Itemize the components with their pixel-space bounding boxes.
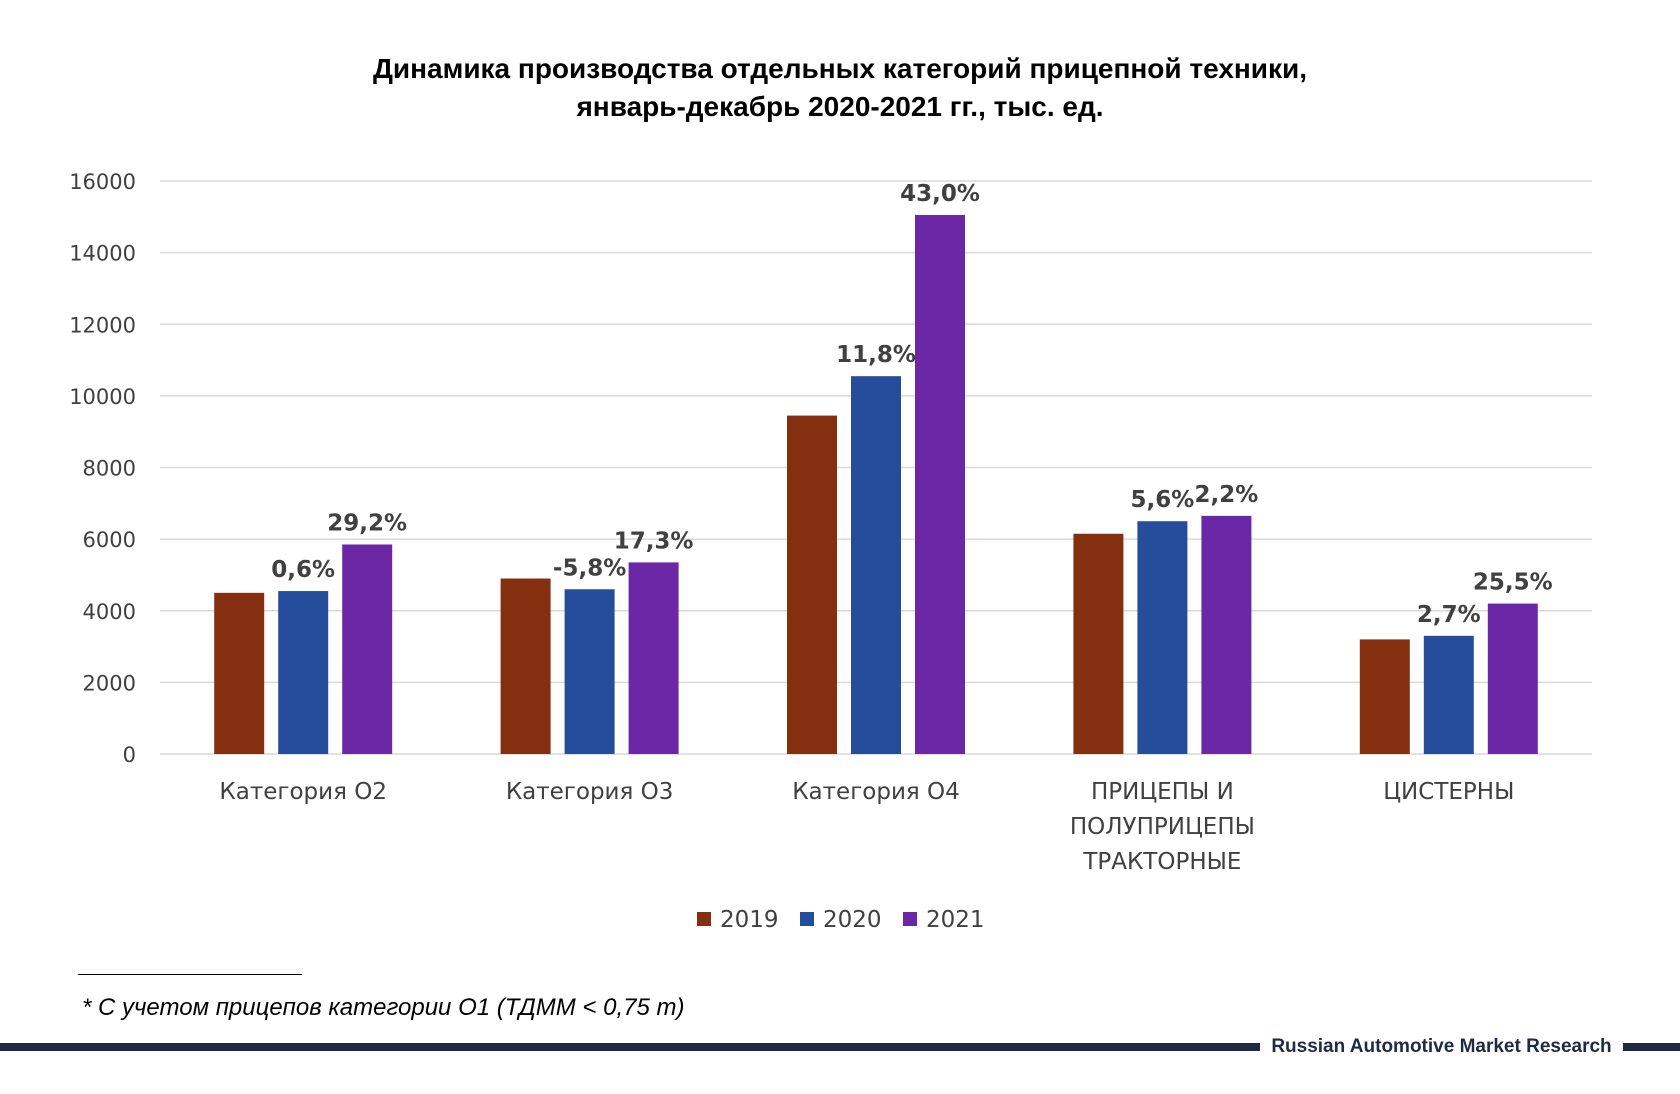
- category-label: ТРАКТОРНЫЕ: [1082, 849, 1241, 875]
- data-label: 0,6%: [271, 557, 335, 583]
- data-label: 5,6%: [1131, 487, 1195, 513]
- y-tick-label: 8000: [83, 457, 136, 481]
- data-labels: 0,6% 29,2% -5,8%17,3% 11,8% 43,0% 5,6% 2,2% 2,7…: [271, 181, 1552, 628]
- category-label: ПОЛУПРИЦЕПЫ: [1070, 814, 1255, 840]
- x-axis-categories: Категория О2 Категория О3 Категория О4 ПРИЦ…: [219, 779, 1514, 875]
- footnote: * С учетом прицепов категории О1 (ТДММ <…: [82, 994, 685, 1021]
- bar-2021: [915, 215, 965, 755]
- y-tick-label: 0: [123, 743, 136, 767]
- bar-2020: [564, 589, 615, 754]
- legend-label: 2021: [926, 907, 985, 933]
- bar-chart: 0 2000 4000 6000 8000 10000 12000 14000 16000 0,…: [69, 170, 1592, 933]
- bar-2020: [278, 591, 329, 754]
- y-tick-label: 4000: [83, 600, 136, 624]
- y-tick-label: 6000: [83, 528, 136, 552]
- bar-2021: [342, 544, 393, 754]
- bar-2020: [851, 376, 901, 754]
- bar-2020: [1423, 635, 1474, 754]
- data-label: 2,7%: [1417, 602, 1481, 628]
- category-label: ЦИСТЕРНЫ: [1383, 779, 1514, 805]
- bar-2019: [500, 578, 551, 754]
- bars: [214, 215, 1538, 755]
- legend-label: 2019: [720, 907, 779, 933]
- y-tick-label: 10000: [69, 385, 136, 409]
- bar-2021: [1487, 603, 1538, 754]
- chart-title-line-1: Динамика производства отдельных категори…: [372, 53, 1308, 84]
- bar-2019: [214, 592, 265, 754]
- data-label: -5,8%: [553, 555, 626, 581]
- footer-bar-right: [1623, 1043, 1680, 1051]
- bar-2019: [787, 415, 837, 754]
- footnote-divider: [78, 974, 302, 975]
- bar-2020: [1137, 521, 1188, 754]
- bar-2019: [1359, 639, 1410, 754]
- bar-2021: [628, 562, 679, 754]
- data-label: 29,2%: [327, 510, 407, 536]
- category-label: Категория О2: [219, 779, 387, 805]
- legend-swatch: [697, 912, 711, 926]
- category-label: Категория О3: [506, 779, 674, 805]
- footer-bar-left: [0, 1043, 1260, 1051]
- data-label: 43,0%: [900, 181, 980, 207]
- data-label: 11,8%: [836, 342, 916, 368]
- category-label: Категория О4: [792, 779, 960, 805]
- y-axis-ticks: 0 2000 4000 6000 8000 10000 12000 14000 16000: [69, 170, 136, 767]
- bar-2019: [1073, 533, 1124, 754]
- footer-brand: Russian Automotive Market Research: [1271, 1036, 1612, 1057]
- category-label: ПРИЦЕПЫ И: [1091, 779, 1234, 805]
- data-label: 2,2%: [1195, 482, 1259, 508]
- data-label: 17,3%: [614, 528, 694, 554]
- legend-swatch: [903, 912, 917, 926]
- data-label: 25,5%: [1473, 570, 1553, 596]
- legend-swatch: [800, 912, 814, 926]
- legend: 2019 2020 2021: [697, 907, 985, 933]
- chart-title: Динамика производства отдельных категори…: [0, 50, 1680, 126]
- y-tick-label: 14000: [69, 242, 136, 266]
- legend-label: 2020: [823, 907, 882, 933]
- y-tick-label: 12000: [69, 313, 136, 337]
- bar-2021: [1201, 515, 1252, 754]
- chart-title-line-2: январь-декабрь 2020-2021 гг., тыс. ед.: [576, 91, 1104, 122]
- y-tick-label: 16000: [69, 170, 136, 194]
- y-tick-label: 2000: [83, 671, 136, 695]
